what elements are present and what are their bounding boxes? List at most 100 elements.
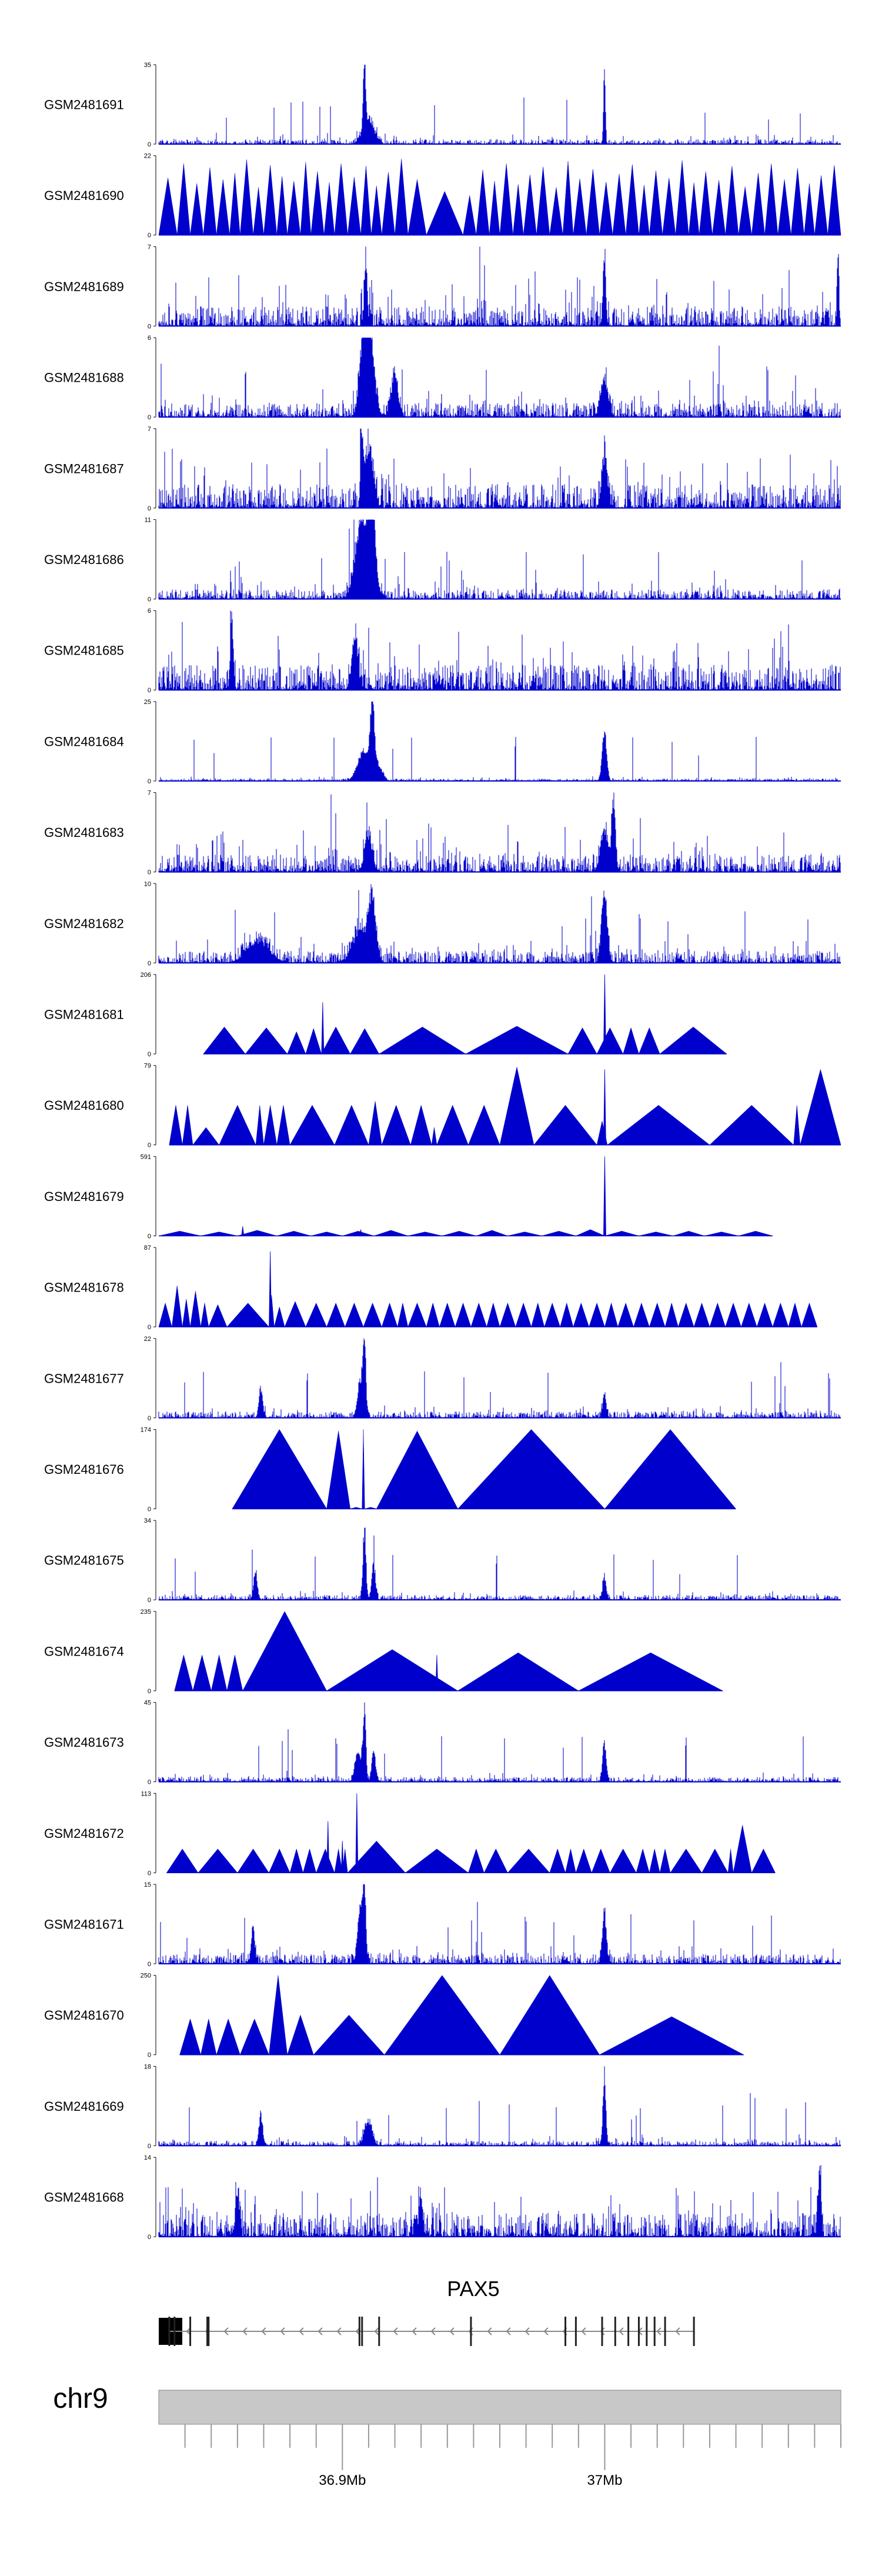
signal-triangle xyxy=(350,1028,380,1055)
signal-triangle xyxy=(305,1027,322,1055)
track-label: GSM2481678 xyxy=(44,1280,124,1295)
signal-triangle xyxy=(436,1105,469,1145)
signal-triangle xyxy=(310,1232,343,1236)
track-GSM2481687: GSM2481687 7 0 xyxy=(44,426,841,512)
y-max-label: 34 xyxy=(144,1517,151,1524)
signal-triangle xyxy=(211,1655,228,1691)
signal-triangle xyxy=(253,187,264,235)
track-label: GSM2481686 xyxy=(44,552,124,567)
track-GSM2481685: GSM2481685 6 0 xyxy=(44,608,841,694)
signal-triangle xyxy=(313,2014,385,2055)
y-min-label: 0 xyxy=(148,1051,151,1058)
y-max-label: 87 xyxy=(144,1244,151,1252)
signal-triangle xyxy=(442,1231,476,1236)
signal-bars xyxy=(158,246,841,326)
y-max-label: 250 xyxy=(141,1973,151,1980)
signal-triangle xyxy=(673,1231,705,1236)
signal-triangle xyxy=(273,1306,285,1327)
signal-triangle xyxy=(549,187,563,235)
track-GSM2481691: GSM2481691 35 0 xyxy=(44,62,841,148)
signal-triangle xyxy=(169,1105,183,1145)
track-label: GSM2481671 xyxy=(44,1917,124,1932)
gene-model: PAX5 xyxy=(159,2277,695,2346)
signal-triangle xyxy=(362,1429,365,1509)
signal-triangle xyxy=(790,168,804,235)
track-label: GSM2481669 xyxy=(44,2099,124,2114)
track-GSM2481674: GSM2481674 235 0 xyxy=(44,1609,723,1695)
signal-triangle xyxy=(384,1975,500,2055)
signal-triangle xyxy=(499,163,513,235)
signal-triangle xyxy=(276,1231,311,1236)
exon-mark xyxy=(637,2317,640,2346)
signal-triangle xyxy=(201,1232,238,1236)
y-min-label: 0 xyxy=(148,869,151,876)
signal-triangle xyxy=(549,1848,566,1873)
signal-triangle xyxy=(407,179,427,235)
signal-triangle xyxy=(659,1848,671,1873)
strand-arrow xyxy=(393,2327,398,2335)
signal-triangle xyxy=(174,1655,193,1691)
signal-bars xyxy=(158,701,841,781)
signal-triangle xyxy=(515,1302,532,1327)
signal-triangle xyxy=(203,167,217,235)
track-label: GSM2481683 xyxy=(44,825,124,840)
y-max-label: 174 xyxy=(141,1427,151,1434)
signal-triangle xyxy=(334,1105,369,1145)
signal-triangle xyxy=(426,191,463,235)
signal-spike xyxy=(321,1002,325,1055)
track-label: GSM2481672 xyxy=(44,1826,124,1841)
signal-bars xyxy=(158,1884,841,1964)
exon-mark xyxy=(601,2317,603,2346)
signal-triangle xyxy=(158,1231,201,1236)
signal-triangle xyxy=(800,1069,841,1145)
exon-mark xyxy=(564,2317,567,2346)
signal-triangle xyxy=(316,1848,335,1873)
signal-triangle xyxy=(468,1105,500,1145)
track-GSM2481672: GSM2481672 113 0 xyxy=(44,1790,776,1877)
signal-triangle xyxy=(373,1230,408,1236)
exon-mark xyxy=(574,2317,577,2346)
signal-triangle xyxy=(303,1848,317,1873)
track-label: GSM2481680 xyxy=(44,1098,124,1113)
y-min-label: 0 xyxy=(148,778,151,785)
signal-triangle xyxy=(269,1848,290,1873)
signal-spike xyxy=(603,974,606,1055)
signal-triangle xyxy=(397,1303,409,1327)
signal-bars xyxy=(158,2165,841,2237)
signal-triangle xyxy=(439,1302,456,1327)
y-max-label: 235 xyxy=(141,1609,151,1616)
track-label: GSM2481668 xyxy=(44,2190,124,2205)
y-max-label: 7 xyxy=(148,426,151,433)
exon-mark xyxy=(378,2317,380,2346)
signal-triangle xyxy=(664,1302,679,1327)
exon-mark xyxy=(627,2317,630,2346)
track-GSM2481668: GSM2481668 14 0 xyxy=(44,2154,841,2241)
y-min-label: 0 xyxy=(148,596,151,603)
track-label: GSM2481676 xyxy=(44,1462,124,1477)
exon-mark xyxy=(664,2317,666,2346)
exon-mark xyxy=(173,2317,176,2346)
signal-spike xyxy=(603,1069,606,1146)
signal-triangle xyxy=(639,1027,660,1055)
track-label: GSM2481677 xyxy=(44,1371,124,1386)
signal-triangle xyxy=(269,1975,288,2055)
signal-triangle xyxy=(670,1848,703,1873)
strand-arrow xyxy=(656,2327,662,2335)
signal-spike xyxy=(241,1226,245,1236)
signal-triangle xyxy=(725,166,739,235)
strand-arrow xyxy=(581,2327,586,2335)
signal-triangle xyxy=(158,1302,172,1327)
track-label: GSM2481679 xyxy=(44,1189,124,1204)
signal-triangle xyxy=(499,1067,534,1145)
y-max-label: 18 xyxy=(144,2063,151,2070)
y-max-label: 14 xyxy=(144,2154,151,2161)
y-max-label: 591 xyxy=(141,1153,151,1160)
y-min-label: 0 xyxy=(148,1870,151,1877)
signal-spike xyxy=(340,1841,344,1873)
signal-spike xyxy=(269,1251,272,1327)
signal-triangle xyxy=(709,1302,726,1327)
strand-arrow xyxy=(600,2327,605,2335)
signal-triangle xyxy=(321,1026,351,1055)
signal-triangle xyxy=(693,1302,710,1327)
signal-triangle xyxy=(678,1302,694,1327)
